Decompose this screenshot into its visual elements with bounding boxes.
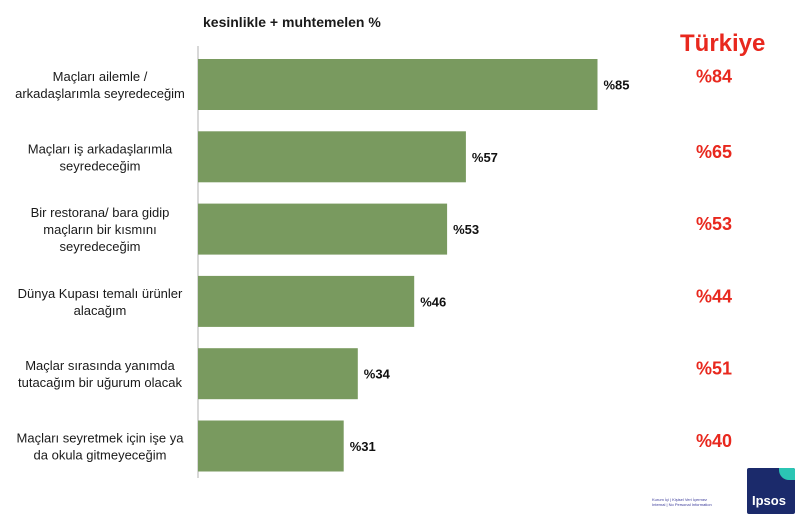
comparison-value-6: %40 bbox=[696, 431, 732, 451]
comparison-value-1: %84 bbox=[696, 67, 732, 87]
comparison-value-3: %53 bbox=[696, 214, 732, 234]
comparison-value-5: %51 bbox=[696, 359, 732, 379]
category-label-line: Maçlar sırasında yanımda bbox=[25, 358, 175, 373]
category-label-line: arkadaşlarımla seyredeceğim bbox=[15, 86, 185, 101]
comparison-value-2: %65 bbox=[696, 142, 732, 162]
category-label-1: Maçları ailemle / arkadaşlarımla seyredec… bbox=[15, 69, 185, 101]
bar-5 bbox=[198, 348, 358, 400]
category-label-line: seyredeceğim bbox=[60, 239, 141, 254]
category-label-line: tutacağım bir uğurum olacak bbox=[18, 375, 183, 390]
category-label-4: Dünya Kupası temalı ürünler alacağım bbox=[18, 286, 183, 318]
bar-1 bbox=[198, 59, 598, 110]
comparison-value-4: %44 bbox=[696, 286, 732, 306]
chart-header: kesinlikle + muhtemelen % bbox=[203, 14, 381, 30]
category-label-line: Maçları ailemle / bbox=[53, 69, 148, 84]
classification-line-2: Internal | No Personal Information bbox=[652, 502, 712, 507]
category-label-line: alacağım bbox=[74, 303, 127, 318]
category-label-3: Bir restorana/ bara gidip maçların bir kı… bbox=[31, 205, 170, 254]
category-label-line: Dünya Kupası temalı ürünler bbox=[18, 286, 183, 301]
category-label-5: Maçlar sırasında yanımda tutacağım bir uğ… bbox=[18, 358, 183, 390]
country-label: Türkiye bbox=[680, 30, 766, 57]
category-label-6: Maçları seyretmek için işe ya da okula gi… bbox=[17, 431, 185, 463]
bar-3 bbox=[198, 203, 448, 255]
bar-4 bbox=[198, 275, 415, 327]
bar-6 bbox=[198, 420, 344, 472]
value-label-6: %31 bbox=[350, 439, 376, 454]
category-label-line: Maçları iş arkadaşlarımla bbox=[28, 141, 173, 156]
classification-note: Kurum İçi | Kişisel Veri İçermez Interna… bbox=[652, 497, 712, 507]
logo-accent bbox=[779, 468, 795, 480]
category-label-line: Maçları seyretmek için işe ya bbox=[17, 431, 185, 446]
category-label-line: seyredeceğim bbox=[60, 158, 141, 173]
classification-line-1: Kurum İçi | Kişisel Veri İçermez bbox=[652, 497, 708, 502]
category-label-line: da okula gitmeyeceğim bbox=[34, 448, 167, 463]
category-label-2: Maçları iş arkadaşlarımla seyredeceğim bbox=[28, 141, 173, 173]
bar-2 bbox=[198, 131, 466, 183]
value-label-4: %46 bbox=[420, 294, 446, 309]
logo-text: Ipsos bbox=[752, 493, 786, 508]
value-label-3: %53 bbox=[453, 222, 479, 237]
value-label-5: %34 bbox=[364, 367, 391, 382]
category-label-line: Bir restorana/ bara gidip bbox=[31, 205, 170, 220]
value-label-1: %85 bbox=[604, 78, 630, 93]
value-label-2: %57 bbox=[472, 150, 498, 165]
category-label-line: maçların bir kısmını bbox=[43, 222, 156, 237]
ipsos-logo: Ipsos bbox=[747, 468, 795, 514]
